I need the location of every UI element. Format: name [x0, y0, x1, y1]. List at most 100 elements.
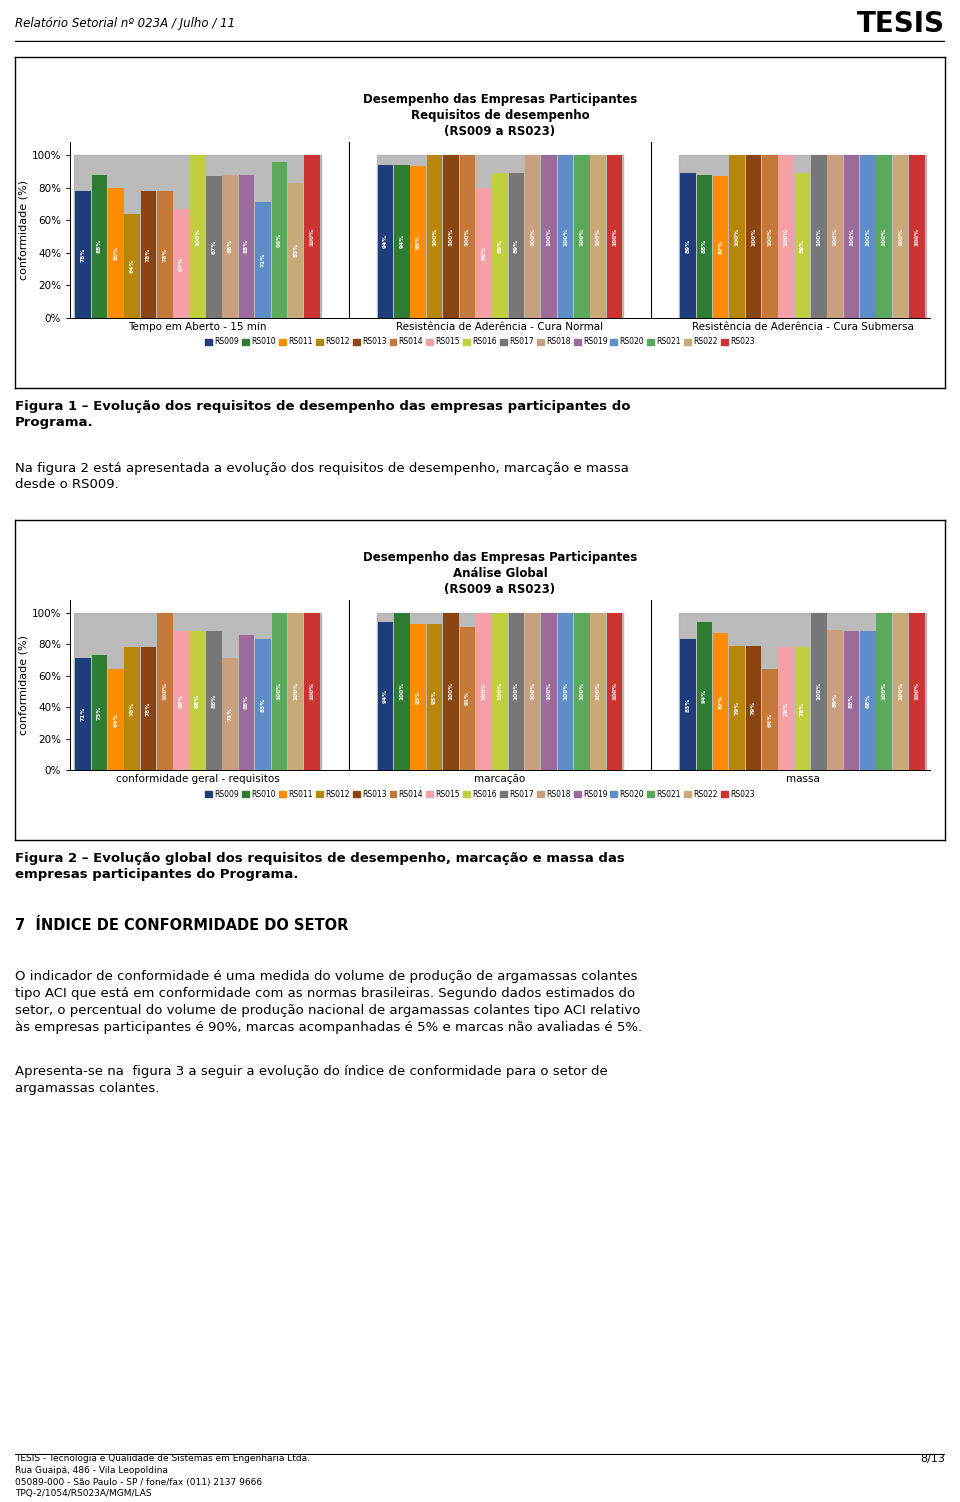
Title: Desempenho das Empresas Participantes
Análise Global
(RS009 a RS023): Desempenho das Empresas Participantes An… [363, 551, 637, 596]
Text: 100%: 100% [399, 682, 404, 700]
Text: 100%: 100% [595, 682, 601, 700]
Text: 88%: 88% [865, 694, 871, 707]
Bar [876, 155, 892, 318]
Bar [730, 155, 745, 318]
Text: 100%: 100% [898, 682, 903, 700]
Text: 93%: 93% [416, 689, 420, 704]
Bar [844, 631, 859, 771]
Text: 94%: 94% [383, 234, 388, 248]
Text: 100%: 100% [563, 227, 568, 246]
Text: 93%: 93% [416, 236, 420, 249]
Bar [460, 155, 475, 318]
Text: 100%: 100% [432, 227, 437, 246]
Bar [157, 613, 173, 771]
Bar [574, 155, 589, 318]
Text: 100%: 100% [309, 682, 315, 700]
Bar [239, 174, 254, 318]
Text: Apresenta-se na  figura 3 a seguir a evolução do índice de conformidade para o s: Apresenta-se na figura 3 a seguir a evol… [15, 1065, 608, 1095]
Bar [378, 622, 394, 771]
Text: 67%: 67% [179, 257, 183, 270]
Bar [893, 613, 908, 771]
Bar [427, 623, 443, 771]
Text: 100%: 100% [595, 227, 601, 246]
Bar [141, 191, 156, 318]
Bar [272, 162, 287, 318]
Title: Desempenho das Empresas Participantes
Requisitos de desempenho
(RS009 a RS023): Desempenho das Empresas Participantes Re… [363, 93, 637, 138]
Bar [304, 155, 320, 318]
Text: 100%: 100% [448, 682, 453, 700]
Bar [860, 155, 876, 318]
Bar [125, 213, 140, 318]
Text: 87%: 87% [718, 694, 723, 709]
Bar [395, 613, 410, 771]
Text: 100%: 100% [465, 227, 469, 246]
Bar [762, 670, 778, 771]
Text: 100%: 100% [881, 227, 887, 246]
Text: Na figura 2 está apresentada a evolução dos requisitos de desempenho, marcação e: Na figura 2 está apresentada a evolução … [15, 463, 629, 491]
Text: 71%: 71% [260, 252, 265, 267]
Bar [223, 174, 238, 318]
Bar [272, 613, 287, 771]
Text: 94%: 94% [383, 689, 388, 703]
Bar [255, 640, 271, 771]
Bar [713, 632, 729, 771]
Bar [223, 658, 238, 771]
Bar [74, 155, 321, 318]
Bar [681, 640, 696, 771]
Bar [795, 647, 810, 771]
Bar [828, 155, 843, 318]
Text: Figura 2 – Evolução global dos requisitos de desempenho, marcação e massa das
em: Figura 2 – Evolução global dos requisito… [15, 852, 625, 882]
Text: 100%: 100% [497, 682, 502, 700]
Text: 78%: 78% [81, 248, 85, 261]
Text: 80%: 80% [113, 246, 118, 260]
Bar [909, 613, 924, 771]
Text: 100%: 100% [816, 682, 822, 700]
Bar [125, 647, 140, 771]
Bar [255, 203, 271, 318]
Bar [590, 155, 606, 318]
Bar [444, 155, 459, 318]
Bar [746, 155, 761, 318]
Bar [174, 209, 189, 318]
Bar [460, 626, 475, 771]
Bar [893, 155, 908, 318]
Text: 100%: 100% [293, 682, 299, 700]
Bar [427, 155, 443, 318]
Text: 100%: 100% [530, 682, 535, 700]
Text: 78%: 78% [783, 701, 788, 716]
Bar [525, 613, 540, 771]
Bar [746, 646, 761, 771]
Text: 87%: 87% [211, 240, 216, 254]
Text: 88%: 88% [849, 694, 854, 707]
Bar [509, 613, 524, 771]
Legend: RS009, RS010, RS011, RS012, RS013, RS014, RS015, RS016, RS017, RS018, RS019, RS0: RS009, RS010, RS011, RS012, RS013, RS014… [203, 335, 757, 350]
Text: 78%: 78% [800, 701, 805, 716]
Text: 78%: 78% [146, 248, 151, 261]
Text: 100%: 100% [898, 227, 903, 246]
Text: 79%: 79% [734, 701, 739, 715]
Bar [74, 613, 321, 771]
Bar [679, 613, 925, 771]
Text: 100%: 100% [783, 227, 788, 246]
Bar [476, 613, 492, 771]
Text: 88%: 88% [211, 694, 216, 707]
Bar [157, 191, 173, 318]
Text: 100%: 100% [514, 682, 518, 700]
Text: 64%: 64% [130, 258, 134, 273]
Text: 100%: 100% [546, 682, 552, 700]
Text: 100%: 100% [309, 227, 315, 246]
Text: 100%: 100% [481, 682, 486, 700]
Bar [607, 155, 622, 318]
Text: 100%: 100% [865, 227, 871, 246]
Bar [779, 647, 794, 771]
Text: 71%: 71% [228, 707, 232, 721]
Text: 7  ÍNDICE DE CONFORMIDADE DO SETOR: 7 ÍNDICE DE CONFORMIDADE DO SETOR [15, 918, 348, 933]
Text: 73%: 73% [97, 706, 102, 719]
Text: 91%: 91% [465, 691, 469, 706]
Text: 89%: 89% [800, 239, 805, 252]
Bar [795, 173, 810, 318]
Text: 89%: 89% [832, 692, 838, 707]
Text: 100%: 100% [816, 227, 822, 246]
Text: 100%: 100% [832, 227, 838, 246]
Text: 100%: 100% [546, 227, 552, 246]
